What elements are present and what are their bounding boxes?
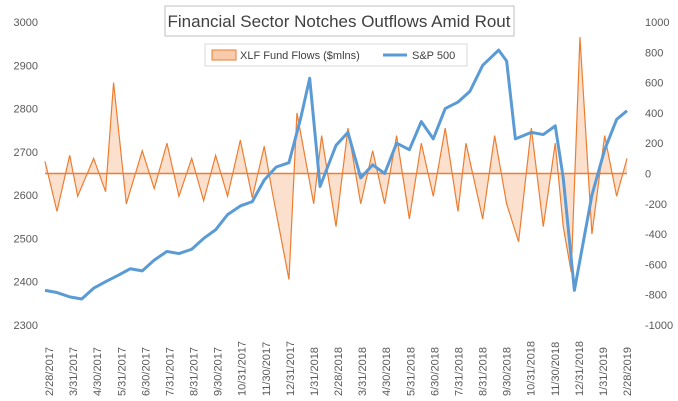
flows-fill-layer (45, 37, 627, 280)
flows-series-line (44, 37, 628, 280)
right-tick-label: 800 (645, 47, 663, 59)
x-tick-label: 4/30/2018 (381, 347, 393, 396)
x-tick-label: 6/30/2017 (140, 347, 152, 396)
right-tick-label: 400 (645, 108, 663, 120)
x-tick-label: 12/31/2017 (285, 341, 297, 396)
left-tick-label: 3000 (14, 17, 38, 29)
x-tick-label: 11/30/2018 (550, 342, 562, 396)
left-tick-label: 2900 (14, 60, 38, 72)
right-tick-label: -1000 (645, 320, 673, 332)
sp500-line-layer (44, 48, 628, 301)
x-tick-label: 1/31/2019 (598, 347, 610, 396)
right-tick-label: 0 (645, 169, 651, 181)
x-tick-label: 9/30/2018 (502, 347, 514, 396)
left-tick-label: 2300 (14, 320, 38, 332)
x-tick-label: 9/30/2017 (213, 347, 225, 396)
right-tick-label: -800 (645, 290, 667, 302)
x-tick-label: 4/30/2017 (92, 347, 104, 396)
x-axis: 2/28/2017 3/31/2017 4/30/2017 5/31/2017 6/30… (44, 341, 634, 396)
legend: XLF Fund Flows ($mlns) S&P 500 (204, 43, 468, 67)
legend-frame (204, 43, 468, 67)
right-tick-label: 600 (645, 78, 663, 90)
right-tick-label: -200 (645, 199, 667, 211)
x-tick-label: 8/31/2017 (189, 347, 201, 396)
x-tick-label: 12/31/2018 (574, 341, 586, 396)
legend-label-flows: XLF Fund Flows ($mlns) (240, 50, 360, 62)
left-tick-label: 2400 (14, 277, 38, 289)
flows-line-layer (44, 37, 628, 280)
right-tick-label: 200 (645, 138, 663, 150)
left-tick-label: 2600 (14, 190, 38, 202)
flows-area (45, 37, 627, 280)
x-tick-label: 3/31/2017 (68, 347, 80, 396)
x-tick-label: 1/31/2018 (309, 347, 321, 396)
left-tick-label: 2800 (14, 104, 38, 116)
x-tick-label: 5/31/2017 (116, 347, 128, 396)
right-tick-label: -400 (645, 229, 667, 241)
left-tick-label: 2700 (14, 147, 38, 159)
x-tick-label: 6/30/2018 (429, 347, 441, 396)
x-tick-label: 2/28/2019 (622, 347, 634, 396)
x-tick-label: 7/31/2017 (164, 347, 176, 396)
left-tick-label: 2500 (14, 233, 38, 245)
x-tick-label: 7/31/2018 (453, 347, 465, 396)
sp500-series-line (44, 48, 628, 301)
right-tick-label: -600 (645, 259, 667, 271)
chart-title-box: Financial Sector Notches Outflows Amid R… (164, 5, 515, 37)
legend-label-sp500: S&P 500 (412, 50, 455, 62)
title-box-frame (164, 5, 515, 37)
right-axis: -1000 -800 -600 -400 -200 0 200 400 600 800 1000 (645, 17, 673, 332)
x-tick-label: 11/30/2017 (261, 342, 273, 396)
x-tick-label: 3/31/2018 (357, 347, 369, 396)
chart-title: Financial Sector Notches Outflows Amid R… (168, 12, 511, 31)
x-tick-label: 10/31/2017 (237, 341, 249, 396)
x-tick-label: 10/31/2018 (526, 341, 538, 396)
right-tick-label: 1000 (645, 17, 669, 29)
x-tick-label: 5/31/2018 (405, 347, 417, 396)
x-tick-label: 8/31/2018 (478, 347, 490, 396)
x-tick-label: 2/28/2018 (333, 347, 345, 396)
x-tick-label: 2/28/2017 (44, 347, 56, 396)
legend-swatch-flows (211, 49, 237, 61)
left-axis: 2300 2400 2500 2600 2700 2800 2900 3000 (14, 17, 38, 332)
